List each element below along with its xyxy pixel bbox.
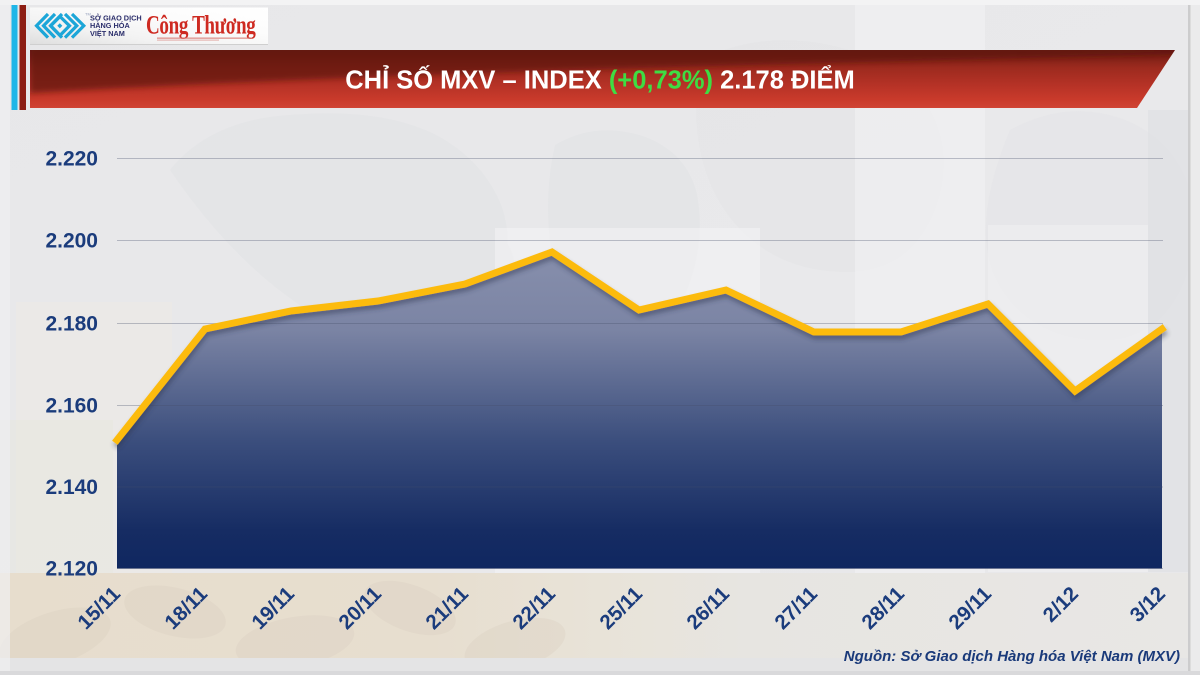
svg-text:VIỆT NAM: VIỆT NAM: [90, 29, 125, 38]
svg-text:SỞ GIAO DỊCH: SỞ GIAO DỊCH: [90, 14, 142, 23]
svg-text:2.120: 2.120: [45, 558, 98, 581]
svg-text:CHỈ SỐ MXV – INDEX (+0,73%) 2.: CHỈ SỐ MXV – INDEX (+0,73%) 2.178 ĐIỂM: [345, 65, 854, 95]
svg-text:HÀNG HÓA: HÀNG HÓA: [90, 21, 130, 30]
svg-text:2.160: 2.160: [45, 395, 98, 418]
svg-text:2.180: 2.180: [45, 313, 98, 336]
svg-text:Nguồn: Sở Giao dịch Hàng hóa V: Nguồn: Sở Giao dịch Hàng hóa Việt Nam (M…: [844, 648, 1180, 665]
svg-text:TM: TM: [85, 12, 91, 17]
svg-text:2.220: 2.220: [45, 148, 98, 171]
svg-text:2.200: 2.200: [45, 230, 98, 253]
svg-text:2.140: 2.140: [45, 476, 98, 499]
svg-text:Công Thương: Công Thương: [146, 9, 256, 39]
